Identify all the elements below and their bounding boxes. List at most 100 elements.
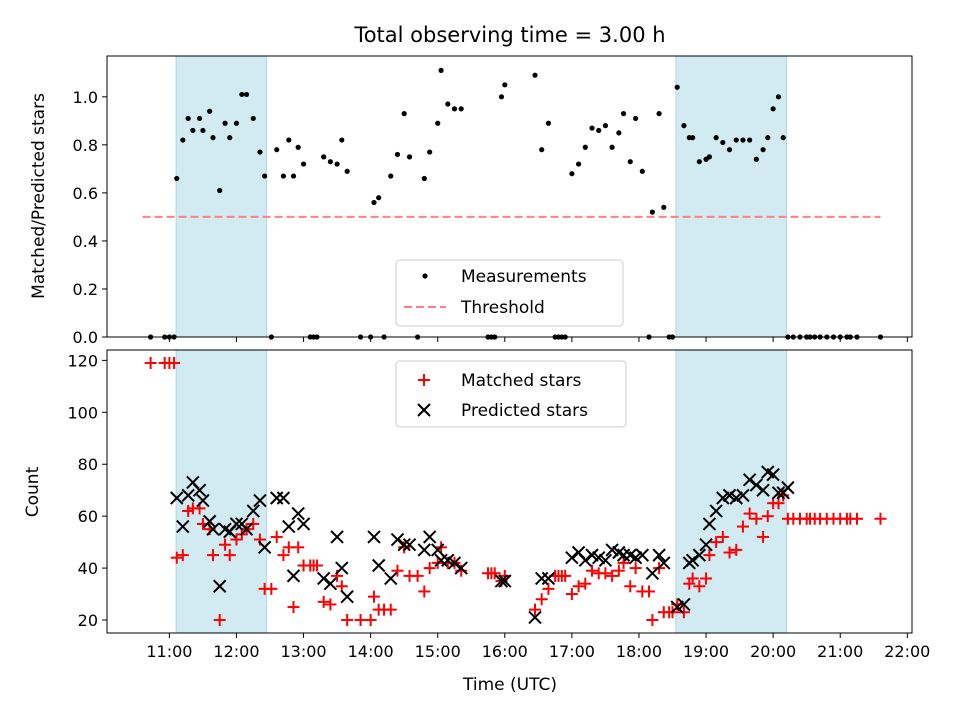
matched-point-14	[223, 549, 236, 562]
measurement-point-25	[290, 173, 297, 179]
bottom-x-axis: 11:00 12:00 13:00 14:00 15:00 16:00 17:00 18:00…	[146, 633, 930, 661]
bottom-series-1	[170, 465, 795, 625]
legend-matched-marker	[418, 374, 430, 386]
matched-point-5	[176, 549, 189, 562]
xtick-label-8: 19:00	[683, 642, 729, 661]
legend-measurements-label: Measurements	[461, 267, 587, 287]
predicted-point-57	[635, 548, 650, 562]
measurement-point-19	[257, 149, 263, 155]
matched-point-84	[677, 606, 690, 619]
predicted-point-39	[447, 556, 462, 570]
predicted-point-42	[498, 574, 512, 588]
matched-point-98	[761, 510, 774, 523]
bottom-legend: Matched stars Predicted stars	[395, 360, 627, 428]
predicted-point-16	[257, 540, 272, 555]
predicted-point-65	[692, 548, 707, 562]
predicted-point-41	[494, 574, 509, 588]
predicted-point-68	[709, 504, 723, 518]
measurement-point-84	[681, 123, 687, 129]
predicted-point-75	[756, 483, 770, 497]
measurement-point-95	[747, 137, 753, 143]
predicted-point-18	[276, 491, 291, 505]
xtick-label-1: 12:00	[213, 642, 259, 661]
measurement-point-8	[196, 115, 203, 122]
predicted-point-45	[541, 571, 556, 586]
matched-point-71	[606, 569, 619, 582]
predicted-point-20	[286, 569, 301, 583]
measurement-point-14	[227, 135, 233, 141]
predicted-point-5	[196, 493, 210, 508]
matched-point-86	[686, 572, 699, 585]
matched-point-91	[716, 530, 729, 543]
predicted-point-78	[771, 486, 786, 500]
measurement-point-69	[596, 127, 602, 134]
predicted-point-40	[454, 561, 468, 575]
measurement-point-80	[661, 204, 667, 210]
matched-point-88	[700, 572, 713, 585]
bottom-shaded-region-1	[675, 349, 788, 634]
top-y-axis-label: Matched/Predicted stars	[29, 93, 49, 299]
xtick-label-2: 13:00	[280, 642, 326, 661]
matched-point-65	[565, 588, 578, 601]
predicted-point-67	[702, 517, 717, 531]
measurement-point-99	[770, 106, 776, 112]
matched-point-68	[586, 564, 599, 577]
measurement-point-33	[334, 161, 340, 167]
matched-point-96	[750, 512, 763, 525]
predicted-point-66	[699, 538, 713, 552]
top-ytick-label-0: 0.0	[73, 328, 98, 347]
predicted-point-2	[181, 488, 195, 503]
top-legend: Measurements Threshold	[395, 259, 624, 327]
predicted-point-15	[253, 493, 267, 508]
measurement-point-68	[589, 125, 595, 131]
top-shaded-region-0	[175, 55, 268, 338]
matched-point-92	[723, 546, 736, 559]
top-legend-box	[395, 259, 624, 327]
measurement-point-60	[545, 120, 552, 126]
matched-point-0	[144, 356, 157, 369]
legend-predicted-label: Predicted stars	[461, 401, 588, 421]
measurement-point-13	[222, 120, 228, 126]
xtick-label-0: 11:00	[146, 642, 192, 661]
predicted-point-74	[749, 478, 764, 492]
top-x-axis-ticks	[168, 337, 908, 342]
matched-point-66	[572, 580, 585, 593]
xtick-label-11: 22:00	[884, 642, 930, 661]
measurement-point-57	[502, 82, 508, 88]
predicted-point-1	[176, 519, 190, 534]
predicted-point-35	[422, 530, 437, 544]
measurement-point-23	[280, 173, 287, 179]
matched-point-114	[850, 512, 863, 525]
predicted-point-64	[685, 553, 700, 568]
matched-point-60	[542, 582, 555, 595]
measurement-point-97	[760, 147, 766, 153]
matched-point-97	[757, 530, 770, 543]
matched-point-38	[367, 590, 380, 603]
matched-point-55	[488, 567, 501, 580]
measurement-point-44	[406, 154, 413, 160]
measurement-point-90	[713, 135, 719, 141]
matched-point-89	[703, 549, 716, 562]
measurement-point-24	[286, 137, 292, 143]
predicted-point-24	[323, 576, 338, 591]
measurement-point-74	[627, 159, 633, 165]
measurement-point-66	[575, 161, 582, 167]
measurement-point-11	[210, 135, 216, 141]
measurement-point-56	[498, 94, 505, 100]
measurement-point-51	[451, 106, 458, 112]
legend-measurements-marker	[422, 273, 428, 279]
matched-point-90	[710, 536, 723, 549]
predicted-point-77	[766, 467, 780, 482]
bottom-legend-box	[395, 360, 627, 428]
measurement-point-12	[217, 187, 223, 194]
predicted-point-80	[781, 480, 795, 495]
predicted-point-29	[371, 558, 386, 573]
measurement-point-98	[765, 135, 771, 141]
matched-point-26	[292, 541, 305, 554]
top-y-axis: 0.0 0.2 0.4 0.6 0.8 1.0	[73, 88, 107, 347]
predicted-point-19	[282, 519, 296, 534]
predicted-point-48	[578, 553, 593, 568]
matched-point-74	[624, 580, 637, 593]
